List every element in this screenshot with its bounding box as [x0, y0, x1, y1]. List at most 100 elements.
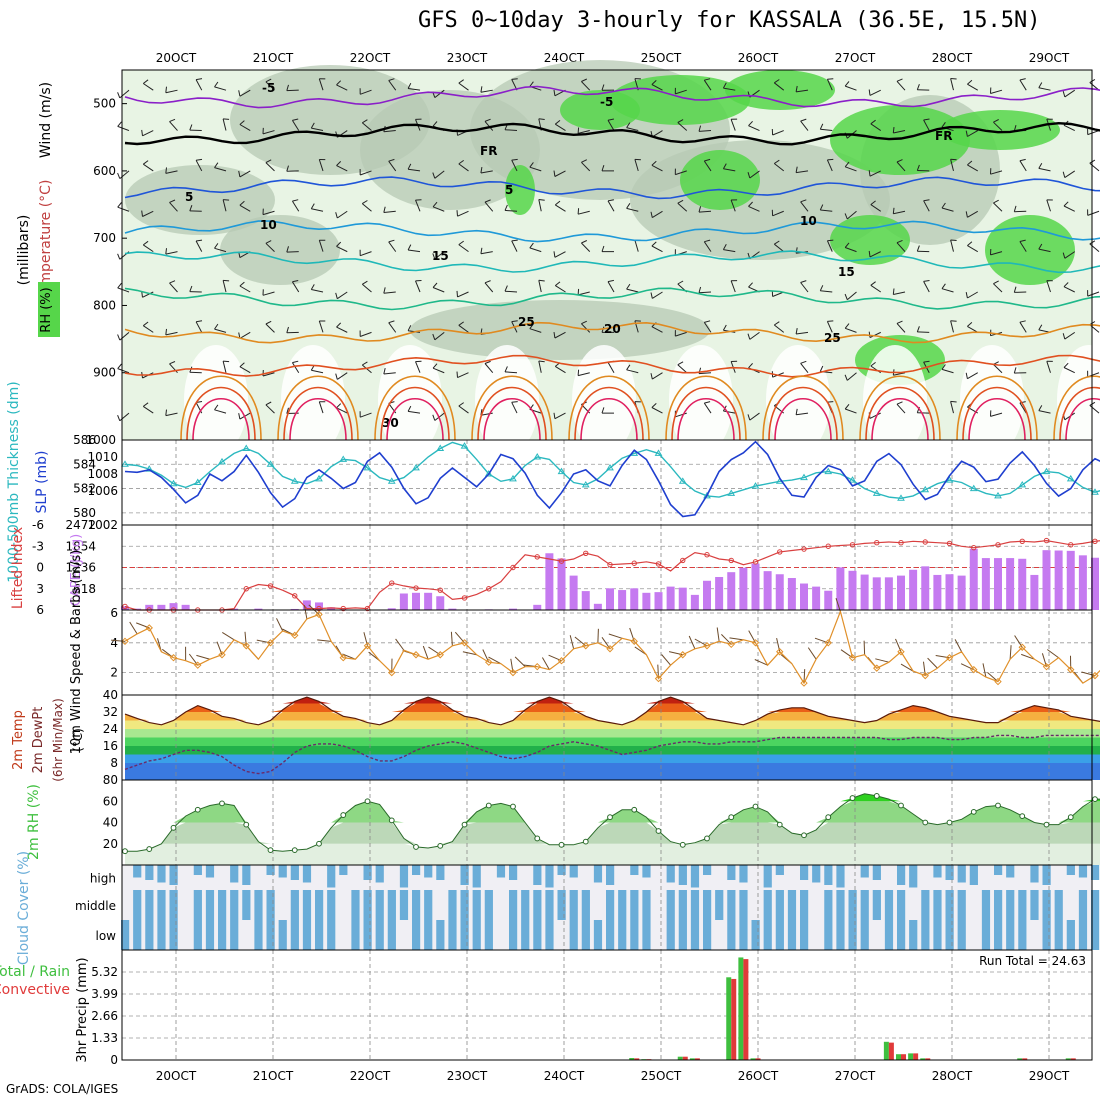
wind-barb	[795, 408, 798, 415]
wind-speed-point	[751, 639, 760, 647]
cape-bar	[618, 590, 627, 610]
wind-barb	[577, 210, 590, 215]
wind-barb	[650, 292, 653, 299]
wind-barb	[950, 320, 957, 322]
wind-barb	[310, 203, 315, 210]
lifted-point	[971, 544, 977, 551]
precip-total-bar	[726, 977, 732, 1060]
x-tick-label-bottom: 25OCT	[641, 1069, 682, 1083]
cape-bar	[545, 553, 554, 610]
wind-barb	[950, 239, 954, 252]
wind-barb	[993, 121, 1003, 131]
wind-barb	[870, 200, 876, 205]
wind-barb	[965, 130, 968, 137]
wind-barb	[196, 239, 203, 242]
wind-barb	[336, 403, 342, 409]
wind-speed-point	[994, 677, 1002, 686]
wind-barb	[457, 210, 469, 217]
wind-barb-10m	[395, 638, 405, 651]
cloud-cell	[994, 890, 1003, 920]
temperature-contour-boundary	[180, 375, 262, 441]
lifted-point	[607, 561, 613, 568]
lifted-point	[1068, 542, 1074, 548]
wind-barb	[819, 204, 824, 211]
wind-barb	[480, 89, 493, 93]
wind-barb	[336, 80, 342, 86]
wind-barb	[388, 241, 397, 252]
wind-barb	[896, 78, 903, 82]
wind-barb	[143, 240, 149, 246]
wind-barb	[291, 120, 300, 131]
wind-barb	[941, 122, 946, 128]
wind-barb	[896, 320, 903, 324]
wind-barb	[634, 159, 639, 172]
wind-barb	[383, 206, 386, 213]
cape-bar	[630, 588, 639, 610]
wind-barb-10m	[954, 639, 963, 652]
wind-speed-point	[412, 651, 420, 659]
precip-total-bar	[908, 1053, 914, 1060]
contour-label: 20	[604, 322, 621, 336]
y-label-dewpt: 2m DewPt	[31, 707, 46, 774]
wind-barb	[458, 324, 469, 333]
thickness-tick-label: 580	[73, 506, 96, 520]
temperature-contour-boundary	[774, 398, 832, 441]
wind-barb	[117, 415, 121, 421]
x-tick-label-bottom: 22OCT	[350, 1069, 391, 1083]
wind-barb	[265, 162, 275, 172]
wind-barb	[383, 367, 386, 375]
wind-barb	[265, 242, 275, 252]
wind-barb	[870, 123, 882, 131]
wind-barb	[362, 361, 368, 366]
thickness-point	[994, 491, 1002, 499]
wind-barb-10m	[863, 640, 866, 655]
wind-barb	[950, 78, 957, 80]
precip-convective-bar	[913, 1053, 919, 1060]
lifted-point	[583, 550, 589, 557]
wind-barb	[538, 360, 542, 373]
cape-bar	[290, 608, 299, 610]
wind-barb	[827, 401, 834, 403]
cape-bar	[860, 574, 869, 610]
cloud-cell	[484, 890, 493, 920]
wind-barb-10m	[488, 656, 502, 665]
cloud-cell	[460, 890, 469, 920]
cloud-cell	[424, 920, 433, 950]
wind-barb	[774, 159, 780, 164]
wind-barb	[607, 119, 615, 131]
wind-barb	[432, 172, 436, 179]
cloud-row-label: low	[96, 929, 117, 943]
wind-speed-point	[897, 648, 905, 656]
cape-bar	[909, 569, 918, 610]
cape-bar	[994, 558, 1002, 610]
wind-barb	[772, 130, 784, 136]
wind-barb	[800, 282, 809, 293]
wind-barb	[846, 291, 857, 301]
contour-label: -5	[600, 95, 613, 109]
thickness-point	[557, 467, 566, 475]
wind-barb	[651, 241, 657, 247]
wind-speed-point	[388, 668, 396, 677]
wind-barb	[1013, 286, 1017, 293]
wind-barb	[117, 125, 130, 132]
wind-barb	[923, 119, 930, 131]
x-tick-label-top: 25OCT	[641, 51, 682, 65]
wind-barb	[675, 89, 687, 95]
wind-barb-10m	[807, 647, 817, 660]
wind-barb	[704, 239, 711, 243]
rh-point	[364, 798, 371, 805]
cloud-cell	[327, 865, 336, 888]
precip-convective-bar	[682, 1056, 688, 1060]
rh-shading-high	[725, 70, 835, 110]
wind-barb	[238, 413, 241, 420]
wind-barb	[239, 366, 251, 374]
cape-bar	[593, 603, 602, 610]
cape-bar	[509, 608, 517, 610]
thickness-tick-label: 586	[73, 433, 96, 447]
precip-total-bar	[738, 957, 744, 1060]
wind-barb	[529, 242, 534, 249]
cloud-cell	[339, 865, 348, 875]
thickness-point	[1091, 488, 1099, 495]
wind-barb	[388, 239, 395, 243]
